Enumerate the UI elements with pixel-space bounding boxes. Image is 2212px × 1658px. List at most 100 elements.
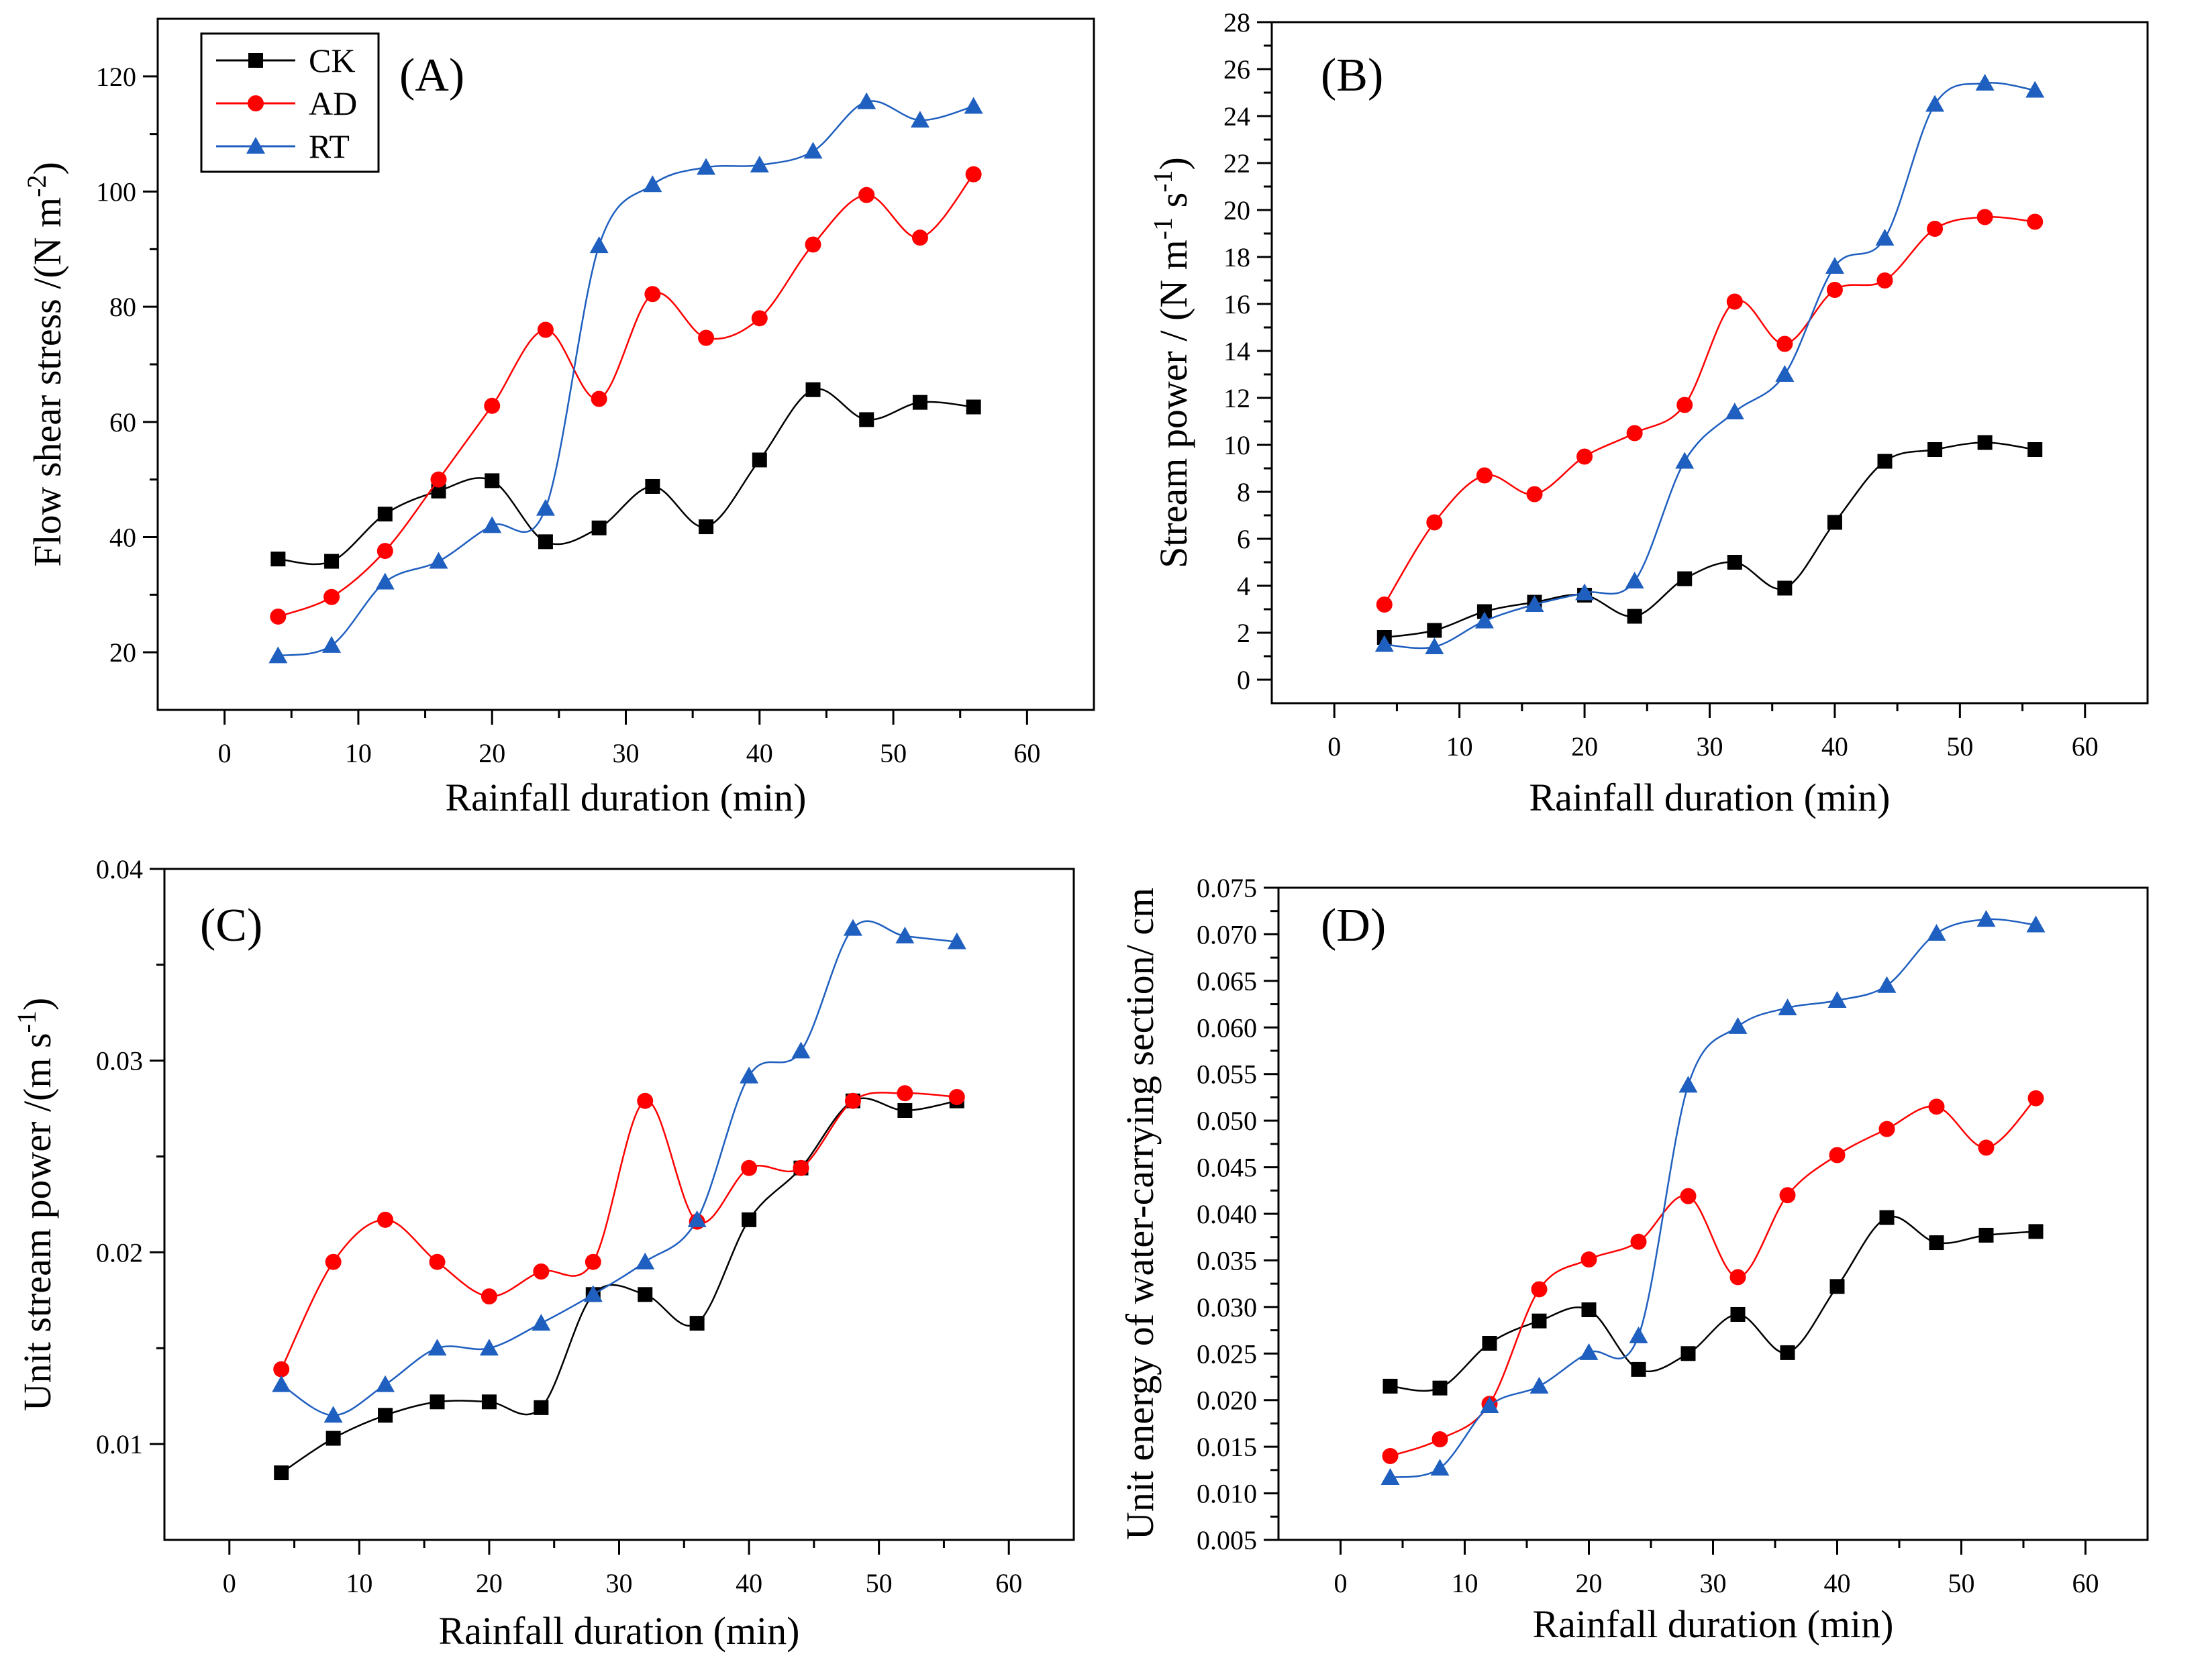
- x-tick-label: 40: [1824, 1568, 1851, 1598]
- series-line: [278, 100, 974, 657]
- data-point: [1878, 1121, 1895, 1137]
- data-point: [1829, 1147, 1846, 1163]
- x-tick-label: 30: [1700, 1568, 1727, 1598]
- data-point: [1575, 583, 1595, 601]
- x-tick-label: 30: [606, 1568, 633, 1598]
- data-point: [793, 1159, 809, 1176]
- data-point: [1776, 335, 1793, 352]
- data-point: [1728, 1017, 1748, 1034]
- data-point: [1929, 1235, 1944, 1251]
- y-tick-label: 0.03: [96, 1046, 143, 1076]
- data-point: [323, 588, 340, 605]
- data-point: [698, 329, 715, 346]
- data-point: [1927, 924, 1946, 941]
- data-point: [1626, 425, 1643, 442]
- data-point: [1829, 1279, 1845, 1294]
- data-point: [751, 310, 768, 327]
- x-tick-label: 50: [1946, 731, 1973, 762]
- y-tick-label: 0.02: [96, 1237, 143, 1267]
- data-point: [430, 1394, 445, 1410]
- data-point: [1925, 95, 1945, 112]
- data-point: [644, 286, 661, 303]
- series-rt: [272, 919, 966, 1423]
- data-point: [377, 507, 393, 522]
- x-tick-label: 20: [476, 1568, 503, 1598]
- x-tick-label: 50: [1948, 1568, 1975, 1598]
- data-point: [484, 397, 501, 414]
- data-point: [1879, 1210, 1895, 1225]
- data-point: [805, 382, 821, 397]
- data-point: [843, 919, 862, 936]
- data-point: [2028, 1224, 2044, 1239]
- series-ad: [273, 1085, 965, 1378]
- data-point: [1579, 1343, 1599, 1360]
- data-point: [1576, 448, 1593, 465]
- y-tick-label: 26: [1223, 54, 1250, 85]
- data-point: [537, 321, 554, 338]
- y-tick-label: 0.010: [1197, 1479, 1257, 1509]
- data-point: [429, 552, 448, 569]
- data-point: [378, 1408, 393, 1423]
- data-point: [1630, 1233, 1647, 1250]
- data-point: [2027, 213, 2044, 230]
- data-point: [1526, 486, 1543, 503]
- data-point: [912, 395, 927, 410]
- x-tick-label: 20: [1576, 1568, 1603, 1598]
- legend-item-ck: CK: [216, 42, 355, 79]
- y-tick-label: 22: [1223, 148, 1250, 178]
- data-point: [268, 646, 288, 664]
- y-axis-title: Stream power / (N m-1 s-1): [1148, 157, 1196, 568]
- data-point: [895, 927, 915, 943]
- data-point: [1976, 910, 1996, 927]
- data-point: [1380, 1467, 1400, 1485]
- data-point: [377, 1211, 394, 1228]
- x-axis-title: Rainfall duration (min): [446, 776, 807, 819]
- data-point: [1382, 1448, 1399, 1465]
- x-tick-label: 40: [736, 1568, 762, 1598]
- y-tick-label: 12: [1223, 383, 1250, 413]
- y-tick-label: 0.01: [96, 1429, 143, 1459]
- panel-label: (D): [1321, 900, 1386, 951]
- data-point: [583, 1285, 603, 1302]
- y-tick-label: 4: [1237, 571, 1250, 601]
- data-point: [805, 236, 821, 253]
- y-tick-label: 6: [1237, 524, 1250, 554]
- data-point: [1678, 1076, 1698, 1093]
- x-tick-label: 30: [1697, 731, 1723, 762]
- data-point: [1525, 595, 1544, 612]
- y-tick-label: 0.020: [1197, 1386, 1257, 1416]
- data-point: [1778, 998, 1797, 1016]
- data-point: [858, 187, 875, 203]
- data-point: [1426, 514, 1443, 531]
- data-point: [637, 1092, 654, 1109]
- panel-label: (B): [1321, 50, 1383, 101]
- data-point: [1675, 452, 1695, 469]
- data-point: [1374, 635, 1394, 652]
- x-tick-label: 50: [880, 738, 907, 768]
- data-point: [752, 452, 767, 468]
- data-point: [428, 1339, 447, 1356]
- data-point: [591, 520, 607, 535]
- x-tick-label: 0: [218, 738, 232, 768]
- data-point: [1928, 1098, 1945, 1115]
- data-point: [1727, 555, 1742, 570]
- data-point: [966, 399, 981, 415]
- data-point: [1927, 221, 1944, 237]
- series-ad: [1376, 209, 2044, 613]
- data-point: [740, 1066, 759, 1084]
- data-point: [1676, 397, 1693, 413]
- data-point: [272, 1375, 291, 1392]
- x-tick-label: 60: [1013, 738, 1040, 768]
- y-tick-label: 0.075: [1197, 873, 1257, 903]
- series-rt: [1374, 74, 2045, 654]
- y-tick-label: 18: [1223, 242, 1250, 272]
- data-point: [534, 1400, 549, 1415]
- data-point: [844, 1092, 861, 1109]
- data-point: [1779, 1187, 1796, 1204]
- data-point: [1877, 976, 1897, 993]
- y-tick-label: 0.070: [1197, 919, 1257, 949]
- data-point: [1430, 1459, 1450, 1476]
- x-tick-label: 10: [345, 738, 372, 768]
- data-point: [533, 1263, 550, 1280]
- x-axis-title: Rainfall duration (min): [439, 1609, 800, 1653]
